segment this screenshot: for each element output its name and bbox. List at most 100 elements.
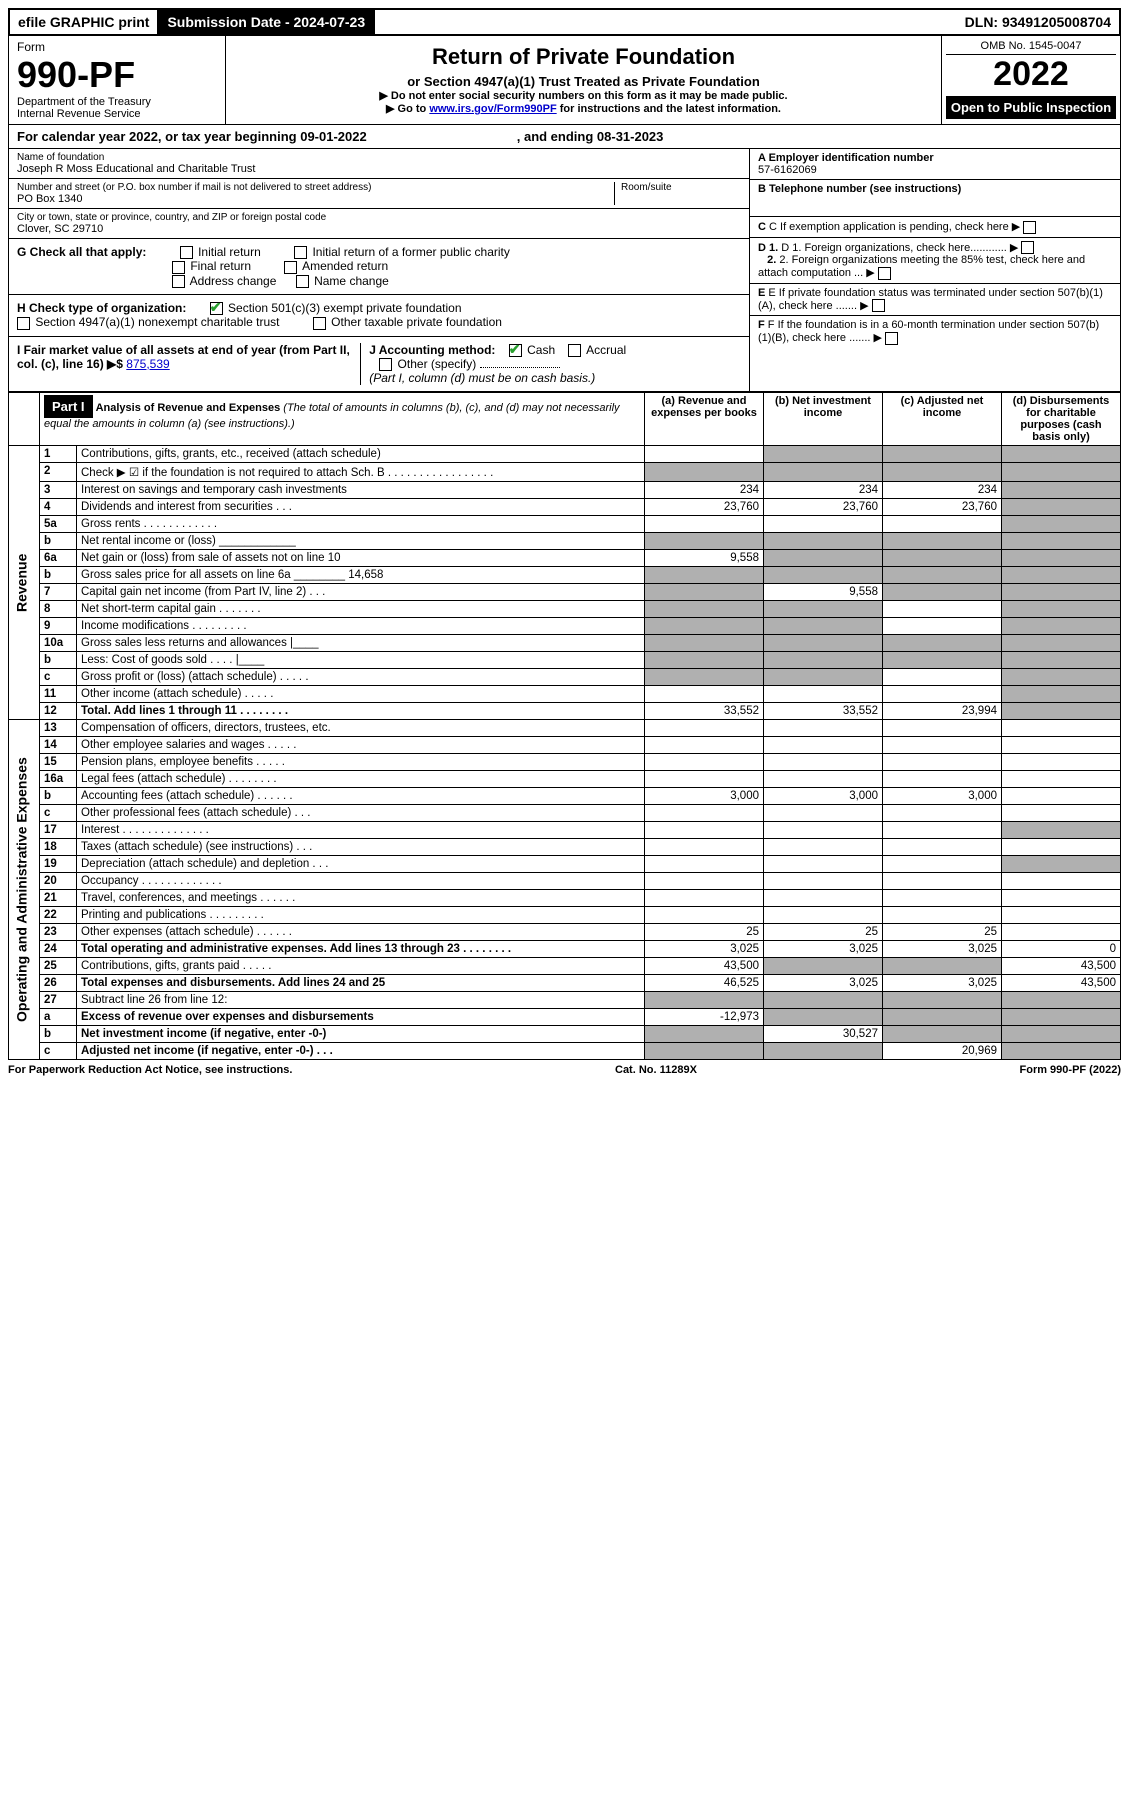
opt-cash: Cash	[527, 343, 555, 357]
cell-a	[645, 567, 764, 584]
line-number: 18	[40, 839, 77, 856]
checkbox-namechange[interactable]	[296, 275, 309, 288]
line-description: Check ▶ ☑ if the foundation is not requi…	[77, 463, 645, 482]
checkbox-other-method[interactable]	[379, 358, 392, 371]
checkbox-final[interactable]	[172, 261, 185, 274]
line-description: Contributions, gifts, grants, etc., rece…	[77, 446, 645, 463]
table-row: 12Total. Add lines 1 through 11 . . . . …	[9, 703, 1121, 720]
cell-a: 3,000	[645, 788, 764, 805]
cell-c	[883, 890, 1002, 907]
footer-right: Form 990-PF (2022)	[1020, 1064, 1121, 1076]
note2-post: for instructions and the latest informat…	[557, 103, 781, 115]
cell-b	[764, 463, 883, 482]
header-center: Return of Private Foundation or Section …	[226, 36, 942, 124]
cell-dd	[1002, 584, 1121, 601]
cell-c	[883, 652, 1002, 669]
cell-a	[645, 669, 764, 686]
cell-a: 46,525	[645, 975, 764, 992]
cell-c	[883, 1026, 1002, 1043]
checkbox-addrchange[interactable]	[172, 275, 185, 288]
opt-other-method: Other (specify)	[398, 357, 477, 371]
line-description: Travel, conferences, and meetings . . . …	[77, 890, 645, 907]
table-row: 8Net short-term capital gain . . . . . .…	[9, 601, 1121, 618]
opt-final: Final return	[190, 259, 251, 273]
opt-amended: Amended return	[302, 259, 388, 273]
line-description: Interest . . . . . . . . . . . . . .	[77, 822, 645, 839]
cell-a	[645, 601, 764, 618]
cell-dd: 0	[1002, 941, 1121, 958]
table-row: 9Income modifications . . . . . . . . .	[9, 618, 1121, 635]
cell-dd	[1002, 924, 1121, 941]
checkbox-initial-former[interactable]	[294, 246, 307, 259]
line-number: b	[40, 567, 77, 584]
form-label: Form	[17, 40, 217, 54]
cell-a: 43,500	[645, 958, 764, 975]
cell-a	[645, 839, 764, 856]
line-description: Gross sales less returns and allowances …	[77, 635, 645, 652]
table-row: 15Pension plans, employee benefits . . .…	[9, 754, 1121, 771]
cell-dd	[1002, 463, 1121, 482]
table-row: 19Depreciation (attach schedule) and dep…	[9, 856, 1121, 873]
cell-dd: 43,500	[1002, 958, 1121, 975]
checkbox-accrual[interactable]	[568, 344, 581, 357]
dln-label: DLN: 93491205008704	[957, 10, 1119, 34]
cell-dd	[1002, 482, 1121, 499]
table-row: 16aLegal fees (attach schedule) . . . . …	[9, 771, 1121, 788]
checkbox-4947[interactable]	[17, 317, 30, 330]
cell-dd	[1002, 771, 1121, 788]
checkbox-amended[interactable]	[284, 261, 297, 274]
cell-dd	[1002, 601, 1121, 618]
cell-dd	[1002, 669, 1121, 686]
checkbox-cash[interactable]	[509, 344, 522, 357]
line-number: 10a	[40, 635, 77, 652]
cell-dd	[1002, 550, 1121, 567]
cell-dd	[1002, 635, 1121, 652]
line-number: 6a	[40, 550, 77, 567]
line-number: 7	[40, 584, 77, 601]
line-number: c	[40, 669, 77, 686]
form-number: 990-PF	[17, 54, 217, 96]
checkbox-f[interactable]	[885, 332, 898, 345]
efile-label: efile GRAPHIC print	[10, 10, 159, 34]
cell-b	[764, 516, 883, 533]
checkbox-501c3[interactable]	[210, 302, 223, 315]
cell-a	[645, 805, 764, 822]
cell-b: 23,760	[764, 499, 883, 516]
cell-b	[764, 822, 883, 839]
cell-c	[883, 618, 1002, 635]
note2-pre: ▶ Go to	[386, 103, 429, 115]
f-label: F If the foundation is in a 60-month ter…	[758, 319, 1099, 344]
form-header: Form 990-PF Department of the Treasury I…	[8, 36, 1121, 125]
checkbox-c[interactable]	[1023, 221, 1036, 234]
cell-a	[645, 873, 764, 890]
checkbox-d1[interactable]	[1021, 241, 1034, 254]
checkbox-other-taxable[interactable]	[313, 317, 326, 330]
cell-a	[645, 890, 764, 907]
line-description: Other professional fees (attach schedule…	[77, 805, 645, 822]
cell-a: 9,558	[645, 550, 764, 567]
irs-link[interactable]: www.irs.gov/Form990PF	[429, 103, 556, 115]
cell-a	[645, 533, 764, 550]
cell-c	[883, 907, 1002, 924]
line-description: Compensation of officers, directors, tru…	[77, 720, 645, 737]
opt-addrchange: Address change	[190, 274, 277, 288]
checkbox-initial-return[interactable]	[180, 246, 193, 259]
cell-dd	[1002, 873, 1121, 890]
foundation-name: Joseph R Moss Educational and Charitable…	[17, 163, 741, 175]
i-arrow: ▶$	[107, 357, 123, 371]
cell-b	[764, 805, 883, 822]
table-row: 27Subtract line 26 from line 12:	[9, 992, 1121, 1009]
line-number: 27	[40, 992, 77, 1009]
cell-b	[764, 686, 883, 703]
cell-a	[645, 992, 764, 1009]
cell-c: 3,025	[883, 975, 1002, 992]
line-number: 11	[40, 686, 77, 703]
submission-date: Submission Date - 2024-07-23	[159, 10, 375, 34]
checkbox-e[interactable]	[872, 299, 885, 312]
e-label: E If private foundation status was termi…	[758, 287, 1103, 312]
checkbox-d2[interactable]	[878, 267, 891, 280]
line-description: Interest on savings and temporary cash i…	[77, 482, 645, 499]
cell-c: 3,025	[883, 941, 1002, 958]
cell-a	[645, 463, 764, 482]
cell-b	[764, 856, 883, 873]
